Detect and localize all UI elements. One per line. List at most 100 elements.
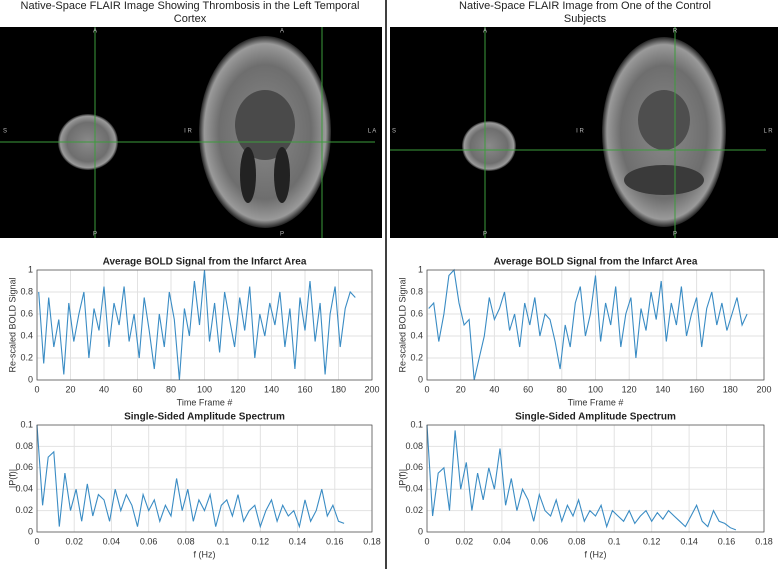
x-tick-label: 60 (132, 384, 142, 394)
x-axis-label: Time Frame # (177, 397, 233, 407)
x-tick-label: 20 (65, 384, 75, 394)
panel-title: Native-Space FLAIR Image Showing Thrombo… (20, 0, 360, 25)
x-tick-label: 0 (424, 384, 429, 394)
y-tick-label: 0.06 (15, 462, 33, 472)
x-tick-label: 60 (523, 384, 533, 394)
y-tick-label: 0.1 (20, 419, 33, 429)
y-axis-label: |P(f)| (397, 469, 407, 488)
orientation-label: P (483, 232, 487, 238)
orientation-label: L R (763, 129, 773, 135)
y-tick-label: 0.1 (410, 419, 423, 429)
y-tick-label: 1 (28, 264, 33, 274)
chart-title: Single-Sided Amplitude Spectrum (515, 412, 676, 423)
x-tick-label: 0.18 (363, 536, 381, 546)
y-axis-label: |P(f)| (7, 469, 17, 488)
mri-right (390, 27, 778, 238)
chart-title: Single-Sided Amplitude Spectrum (124, 412, 285, 423)
x-tick-label: 160 (297, 384, 312, 394)
plot-area (427, 425, 764, 532)
y-tick-label: 0.4 (20, 330, 33, 340)
y-axis-label: Re-scaled BOLD Signal (7, 277, 17, 372)
x-tick-label: 0.14 (680, 536, 698, 546)
x-tick-label: 80 (166, 384, 176, 394)
x-tick-label: 0.1 (217, 536, 230, 546)
x-tick-label: 200 (364, 384, 379, 394)
orientation-label: P (673, 232, 677, 238)
x-tick-label: 200 (756, 384, 771, 394)
x-tick-label: 0.04 (103, 536, 121, 546)
y-tick-label: 0.8 (20, 286, 33, 296)
orientation-label: A (280, 29, 284, 35)
x-tick-label: 0.16 (718, 536, 736, 546)
axis-box (36, 269, 373, 381)
x-tick-label: 0.18 (755, 536, 773, 546)
axis-box (36, 424, 373, 533)
orientation-label: I R (184, 129, 192, 135)
x-axis-label: Time Frame # (568, 397, 624, 407)
x-tick-label: 0.08 (177, 536, 195, 546)
x-tick-label: 0 (424, 536, 429, 546)
mri-left (0, 27, 382, 238)
x-tick-label: 0.04 (493, 536, 511, 546)
panel-title: Native-Space FLAIR Image from One of the… (459, 0, 711, 25)
x-tick-label: 0.12 (643, 536, 661, 546)
orientation-label: S (392, 129, 396, 135)
y-tick-label: 0.2 (20, 352, 33, 362)
line-series (428, 268, 748, 381)
orientation-label: I R (576, 129, 584, 135)
plot-area (37, 425, 372, 532)
x-tick-label: 0.12 (252, 536, 270, 546)
x-tick-label: 0.14 (289, 536, 307, 546)
x-tick-label: 0.06 (531, 536, 549, 546)
line-series (36, 424, 345, 529)
y-tick-label: 0.04 (405, 484, 423, 494)
x-tick-label: 0.06 (140, 536, 158, 546)
orientation-label: L A (368, 129, 376, 135)
y-tick-label: 0.2 (410, 352, 423, 362)
y-axis-label: Re-scaled BOLD Signal (397, 277, 407, 372)
y-tick-label: 0.06 (405, 462, 423, 472)
x-tick-label: 100 (197, 384, 212, 394)
x-axis-label: f (Hz) (194, 549, 216, 559)
x-tick-label: 0.08 (568, 536, 586, 546)
x-tick-label: 160 (689, 384, 704, 394)
y-tick-label: 0.08 (405, 441, 423, 451)
y-tick-label: 0.4 (410, 330, 423, 340)
x-tick-label: 120 (230, 384, 245, 394)
x-tick-label: 180 (723, 384, 738, 394)
orientation-label: P (93, 232, 97, 238)
x-tick-label: 100 (588, 384, 603, 394)
y-tick-label: 0.6 (20, 308, 33, 318)
y-tick-label: 0 (28, 374, 33, 384)
x-tick-label: 120 (622, 384, 637, 394)
y-tick-label: 0.6 (410, 308, 423, 318)
line-series (38, 269, 356, 381)
x-tick-label: 0.16 (326, 536, 344, 546)
y-tick-label: 0 (28, 526, 33, 536)
x-tick-label: 0 (34, 536, 39, 546)
axis-box (426, 269, 765, 381)
orientation-label: S (3, 129, 7, 135)
y-tick-label: 0.8 (410, 286, 423, 296)
line-series (426, 424, 737, 531)
y-tick-label: 0 (418, 526, 423, 536)
orientation-label: P (280, 232, 284, 238)
x-tick-label: 40 (489, 384, 499, 394)
y-tick-label: 0.02 (15, 505, 33, 515)
x-tick-label: 140 (655, 384, 670, 394)
y-tick-label: 0 (418, 374, 423, 384)
x-tick-label: 0.02 (456, 536, 474, 546)
y-tick-label: 0.04 (15, 484, 33, 494)
y-tick-label: 0.08 (15, 441, 33, 451)
orientation-label: R (673, 29, 678, 35)
x-tick-label: 20 (456, 384, 466, 394)
axis-box (426, 424, 765, 533)
y-tick-label: 1 (418, 264, 423, 274)
chart-title: Average BOLD Signal from the Infarct Are… (494, 257, 698, 268)
y-tick-label: 0.02 (405, 505, 423, 515)
x-tick-label: 0 (34, 384, 39, 394)
x-tick-label: 0.1 (608, 536, 621, 546)
x-tick-label: 80 (557, 384, 567, 394)
